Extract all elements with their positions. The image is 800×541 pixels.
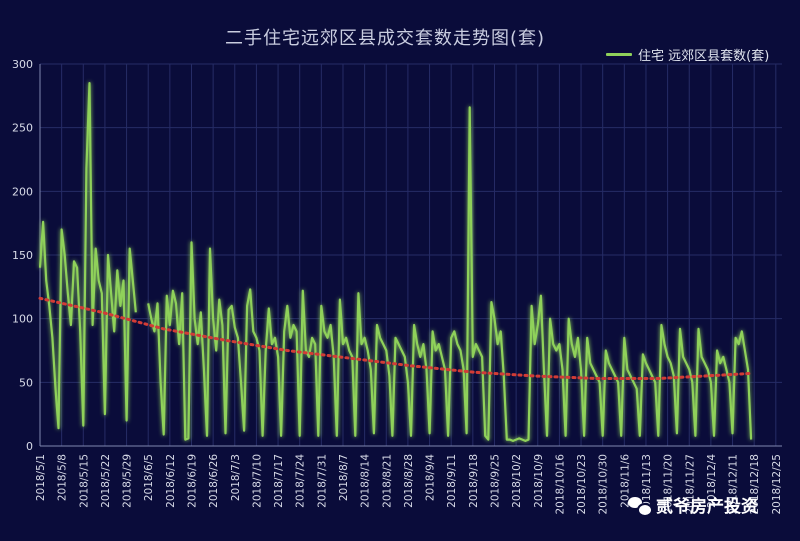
- series-line: [38, 81, 137, 430]
- x-tick-label: 2018/7/31: [316, 454, 328, 508]
- x-tick-label: 2018/6/12: [165, 454, 177, 508]
- x-tick-label: 2018/12/25: [771, 454, 783, 515]
- series-line: [147, 106, 753, 442]
- wechat-icon: [628, 496, 653, 517]
- x-tick-label: 2018/12/4: [706, 454, 718, 508]
- x-tick-label: 2018/5/1: [35, 454, 47, 501]
- y-tick-label: 250: [12, 122, 33, 135]
- x-tick-label: 2018/10/2: [511, 454, 523, 508]
- legend-swatch: [606, 53, 632, 56]
- x-tick-label: 2018/10/30: [598, 454, 610, 515]
- x-tick-label: 2018/5/15: [78, 454, 90, 508]
- x-tick-label: 2018/7/10: [251, 454, 263, 508]
- legend-label: 住宅 远郊区县套数(套): [638, 49, 770, 64]
- y-tick-label: 150: [12, 249, 33, 262]
- x-tick-label: 2018/10/9: [533, 454, 545, 508]
- x-tick-label: 2018/5/29: [122, 454, 134, 508]
- x-tick-label: 2018/10/23: [576, 454, 588, 515]
- x-tick-label: 2018/7/24: [295, 454, 307, 508]
- x-tick-label: 2018/12/11: [728, 454, 740, 515]
- watermark: 贰爷房产投资: [628, 492, 758, 517]
- x-tick-label: 2018/5/8: [57, 454, 69, 501]
- watermark-text: 贰爷房产投资: [656, 497, 758, 517]
- x-tick-label: 2018/10/16: [554, 454, 566, 515]
- x-tick-label: 2018/9/4: [425, 454, 437, 501]
- x-tick-label: 2018/6/5: [143, 454, 155, 501]
- x-tick-label: 2018/11/20: [663, 454, 675, 515]
- x-tick-label: 2018/11/27: [684, 454, 696, 515]
- x-tick-label: 2018/12/18: [749, 454, 761, 515]
- x-tick-label: 2018/8/28: [403, 454, 415, 508]
- x-tick-label: 2018/8/7: [338, 454, 350, 501]
- x-tick-label: 2018/11/6: [619, 454, 631, 508]
- x-tick-label: 2018/8/21: [381, 454, 393, 508]
- x-tick-label: 2018/7/17: [273, 454, 285, 508]
- y-tick-label: 100: [12, 313, 33, 326]
- x-tick-label: 2018/11/13: [641, 454, 653, 515]
- legend[interactable]: 住宅 远郊区县套数(套): [606, 45, 769, 64]
- trend-line: [38, 296, 753, 380]
- x-tick-label: 2018/9/18: [468, 454, 480, 508]
- y-tick-label: 200: [12, 185, 33, 198]
- chart-title: 二手住宅远郊区县成交套数走势图(套): [224, 28, 546, 49]
- x-tick-label: 2018/9/11: [446, 454, 458, 508]
- x-tick-label: 2018/6/19: [186, 454, 198, 508]
- y-tick-label: 300: [12, 58, 33, 71]
- y-tick-label: 50: [19, 376, 33, 389]
- x-tick-label: 2018/7/3: [230, 454, 242, 501]
- x-tick-label: 2018/8/14: [360, 454, 372, 508]
- x-tick-label: 2018/5/22: [100, 454, 112, 508]
- x-tick-label: 2018/6/26: [208, 454, 220, 508]
- x-tick-label: 2018/9/25: [489, 454, 501, 508]
- y-tick-label: 0: [26, 440, 33, 453]
